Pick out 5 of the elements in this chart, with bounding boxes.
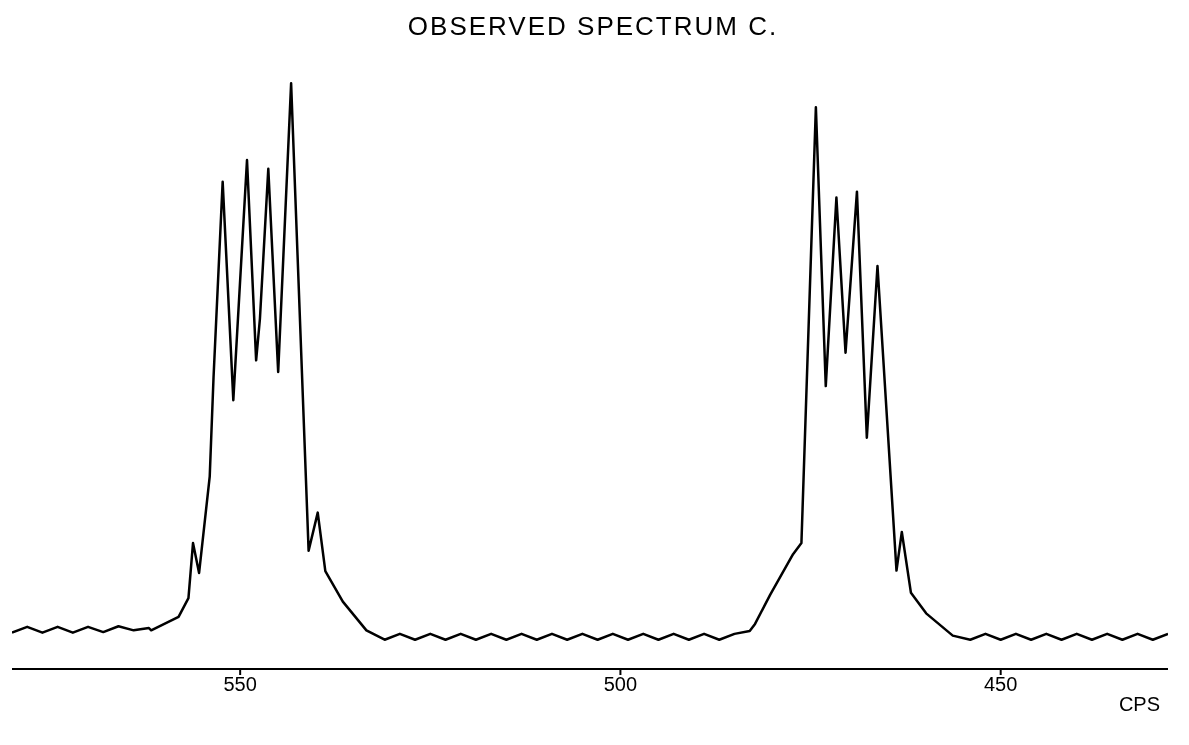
x-tick-label: 550: [223, 673, 257, 696]
x-tick-label: 500: [603, 673, 638, 696]
x-axis-title: CPS: [1118, 693, 1160, 715]
x-tick-label: 450: [984, 673, 1018, 696]
chart-title: OBSERVED SPECTRUM C.: [406, 10, 780, 43]
